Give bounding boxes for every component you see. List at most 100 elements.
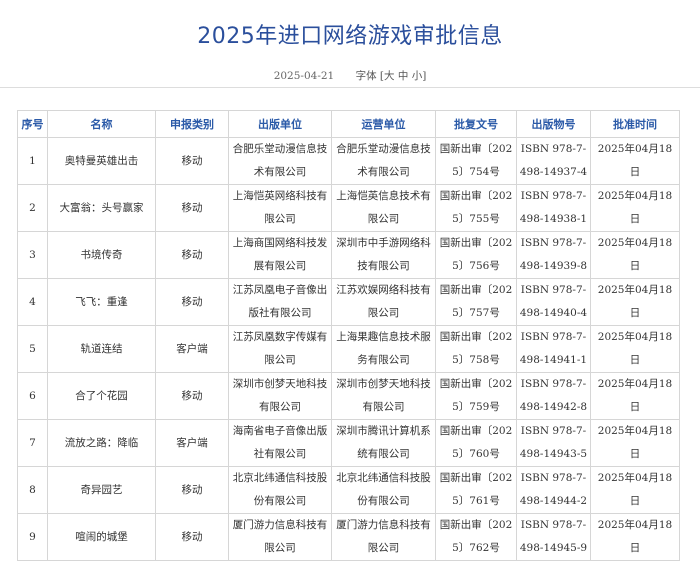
cell-name: 喧闹的城堡 (47, 513, 156, 561)
header-col-date: 批准时间 (590, 110, 680, 138)
cell-name: 大富翁：头号赢家 (47, 184, 156, 232)
cell-publisher: 北京北纬通信科技股份有限公司 (228, 466, 332, 514)
font-size-label: 字体 (355, 70, 377, 82)
cell-publisher: 上海商国网络科技发展有限公司 (228, 231, 332, 279)
cell-category: 移动 (155, 278, 229, 326)
table-row: 1 奥特曼英雄出击 移动 合肥乐堂动漫信息技术有限公司 合肥乐堂动漫信息技术有限公司 国新… (17, 137, 680, 185)
cell-date: 2025年04月18日 (590, 231, 680, 279)
cell-approval-no: 国新出审〔2025〕754号 (435, 137, 517, 185)
header-col-approval-no: 批复文号 (435, 110, 517, 138)
cell-category: 移动 (155, 466, 229, 514)
cell-name: 奇异园艺 (47, 466, 156, 514)
approval-table: 序号 名称 申报类别 出版单位 运营单位 批复文号 出版物号 批准时间 1 奥特曼英雄出击 移动合… (17, 110, 680, 561)
cell-index: 3 (17, 231, 48, 279)
header-col-publisher: 出版单位 (228, 110, 332, 138)
font-size-large[interactable]: 大 (384, 70, 395, 82)
table-row: 9 喧闹的城堡 移动 厦门游力信息科技有限公司 厦门游力信息科技有限公司 国新出审〔202… (17, 513, 680, 561)
cell-operator: 合肥乐堂动漫信息技术有限公司 (331, 137, 436, 185)
header-col-name: 名称 (47, 110, 156, 138)
cell-isbn: ISBN 978-7-498-14943-5 (516, 419, 591, 467)
font-size-selector: 字体 [大 中 小] (355, 70, 427, 82)
page-title: 2025年进口网络游戏审批信息 (197, 24, 503, 49)
cell-index: 8 (17, 466, 48, 514)
cell-publisher: 上海恺英网络科技有限公司 (228, 184, 332, 232)
cell-operator: 深圳市腾讯计算机系统有限公司 (331, 419, 436, 467)
cell-category: 移动 (155, 372, 229, 420)
table-header-row: 序号 名称 申报类别 出版单位 运营单位 批复文号 出版物号 批准时间 (17, 110, 680, 138)
cell-date: 2025年04月18日 (590, 184, 680, 232)
cell-approval-no: 国新出审〔2025〕757号 (435, 278, 517, 326)
cell-isbn: ISBN 978-7-498-14944-2 (516, 466, 591, 514)
cell-date: 2025年04月18日 (590, 513, 680, 561)
cell-approval-no: 国新出审〔2025〕756号 (435, 231, 517, 279)
cell-publisher: 厦门游力信息科技有限公司 (228, 513, 332, 561)
cell-publisher: 海南省电子音像出版社有限公司 (228, 419, 332, 467)
table-row: 3 书境传奇 移动 上海商国网络科技发展有限公司 深圳市中手游网络科技有限公司 国新出审〔… (17, 231, 680, 279)
cell-publisher: 江苏凤凰电子音像出版社有限公司 (228, 278, 332, 326)
cell-date: 2025年04月18日 (590, 325, 680, 373)
header-col-category: 申报类别 (155, 110, 229, 138)
header-col-operator: 运营单位 (331, 110, 436, 138)
table-row: 6 合了个花园 移动 深圳市创梦天地科技有限公司 深圳市创梦天地科技有限公司 国新出审〔2… (17, 372, 680, 420)
cell-name: 合了个花园 (47, 372, 156, 420)
cell-approval-no: 国新出审〔2025〕758号 (435, 325, 517, 373)
cell-category: 客户端 (155, 325, 229, 373)
table-row: 8 奇异园艺 移动 北京北纬通信科技股份有限公司 北京北纬通信科技股份有限公司 国新出审〔… (17, 466, 680, 514)
cell-approval-no: 国新出审〔2025〕760号 (435, 419, 517, 467)
cell-publisher: 合肥乐堂动漫信息技术有限公司 (228, 137, 332, 185)
font-size-medium[interactable]: 中 (397, 70, 409, 82)
cell-index: 6 (17, 372, 48, 420)
cell-operator: 上海恺英信息技术有限公司 (331, 184, 436, 232)
cell-isbn: ISBN 978-7-498-14942-8 (516, 372, 591, 420)
cell-publisher: 江苏凤凰数字传媒有限公司 (228, 325, 332, 373)
cell-isbn: ISBN 978-7-498-14938-1 (516, 184, 591, 232)
cell-isbn: ISBN 978-7-498-14937-4 (516, 137, 591, 185)
cell-index: 4 (17, 278, 48, 326)
cell-index: 7 (17, 419, 48, 467)
cell-operator: 深圳市创梦天地科技有限公司 (331, 372, 436, 420)
cell-index: 1 (17, 137, 48, 185)
publish-date: 2025-04-21 (273, 70, 335, 82)
cell-date: 2025年04月18日 (590, 278, 680, 326)
cell-date: 2025年04月18日 (590, 372, 680, 420)
cell-operator: 厦门游力信息科技有限公司 (331, 513, 436, 561)
cell-operator: 上海果趣信息技术服务有限公司 (331, 325, 436, 373)
cell-date: 2025年04月18日 (590, 419, 680, 467)
cell-approval-no: 国新出审〔2025〕761号 (435, 466, 517, 514)
cell-category: 移动 (155, 137, 229, 185)
cell-isbn: ISBN 978-7-498-14940-4 (516, 278, 591, 326)
article-meta: 2025-04-21 字体 [大 中 小] (0, 68, 700, 83)
cell-isbn: ISBN 978-7-498-14945-9 (516, 513, 591, 561)
cell-category: 移动 (155, 231, 229, 279)
table-row: 2 大富翁：头号赢家 移动 上海恺英网络科技有限公司 上海恺英信息技术有限公司 国新出审〔… (17, 184, 680, 232)
cell-name: 奥特曼英雄出击 (47, 137, 156, 185)
table-row: 5 轨道连结 客户端 江苏凤凰数字传媒有限公司 上海果趣信息技术服务有限公司 国新出审〔2… (17, 325, 680, 373)
cell-name: 轨道连结 (47, 325, 156, 373)
cell-approval-no: 国新出审〔2025〕755号 (435, 184, 517, 232)
table-row: 7 流放之路：降临 客户端 海南省电子音像出版社有限公司 深圳市腾讯计算机系统有限公司国… (17, 419, 680, 467)
cell-isbn: ISBN 978-7-498-14941-1 (516, 325, 591, 373)
cell-operator: 深圳市中手游网络科技有限公司 (331, 231, 436, 279)
cell-operator: 江苏欢娱网络科技有限公司 (331, 278, 436, 326)
cell-category: 客户端 (155, 419, 229, 467)
cell-index: 9 (17, 513, 48, 561)
cell-isbn: ISBN 978-7-498-14939-8 (516, 231, 591, 279)
cell-date: 2025年04月18日 (590, 137, 680, 185)
divider (0, 87, 700, 88)
cell-index: 5 (17, 325, 48, 373)
cell-operator: 北京北纬通信科技股份有限公司 (331, 466, 436, 514)
cell-name: 飞飞：重逢 (47, 278, 156, 326)
cell-index: 2 (17, 184, 48, 232)
cell-category: 移动 (155, 513, 229, 561)
cell-date: 2025年04月18日 (590, 466, 680, 514)
cell-publisher: 深圳市创梦天地科技有限公司 (228, 372, 332, 420)
table-row: 4 飞飞：重逢 移动 江苏凤凰电子音像出版社有限公司 江苏欢娱网络科技有限公司 国新出审〔… (17, 278, 680, 326)
header-col-index: 序号 (17, 110, 48, 138)
cell-name: 书境传奇 (47, 231, 156, 279)
cell-category: 移动 (155, 184, 229, 232)
header-col-isbn: 出版物号 (516, 110, 591, 138)
cell-approval-no: 国新出审〔2025〕759号 (435, 372, 517, 420)
cell-name: 流放之路：降临 (47, 419, 156, 467)
cell-approval-no: 国新出审〔2025〕762号 (435, 513, 517, 561)
font-size-small[interactable]: 小 (411, 70, 423, 82)
